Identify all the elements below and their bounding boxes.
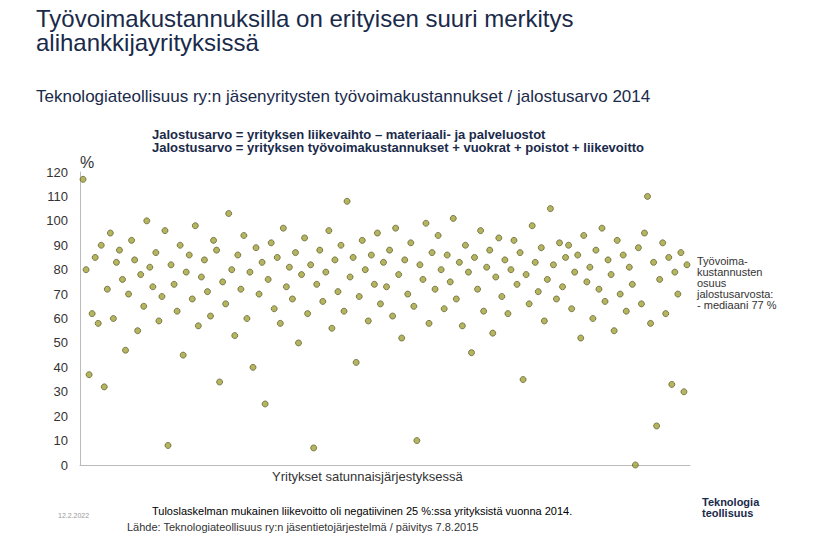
svg-text:Yritykset satunnaisjärjestykse: Yritykset satunnaisjärjestyksessä [272, 469, 464, 484]
svg-text:40: 40 [54, 360, 68, 375]
svg-text:70: 70 [54, 287, 68, 302]
svg-text:Teknologiateollisuus ry:n jäse: Teknologiateollisuus ry:n jäsenyritysten… [36, 87, 650, 106]
svg-text:teollisuus: teollisuus [702, 507, 753, 519]
svg-text:%: % [80, 154, 94, 171]
svg-text:20: 20 [54, 409, 68, 424]
svg-text:110: 110 [47, 189, 68, 204]
svg-text:alihankkijayrityksissä: alihankkijayrityksissä [36, 29, 259, 56]
svg-text:osuus: osuus [697, 276, 727, 289]
svg-text:Teknologia: Teknologia [702, 495, 760, 508]
svg-text:Työvoimakustannuksilla on erit: Työvoimakustannuksilla on erityisen suur… [36, 5, 574, 32]
svg-text:12.2.2022: 12.2.2022 [58, 512, 89, 519]
svg-text:Lähde: Teknologiateollisuus ry: Lähde: Teknologiateollisuus ry:n jäsenti… [127, 521, 478, 533]
svg-text:30: 30 [54, 384, 68, 399]
svg-text:Jalostusarvo = yrityksen työvo: Jalostusarvo = yrityksen työvoimakustann… [152, 140, 644, 155]
svg-text:0: 0 [61, 458, 68, 473]
svg-text:kustannusten: kustannusten [697, 265, 763, 278]
svg-text:Työvoima-: Työvoima- [697, 254, 748, 267]
svg-text:jalostusarvosta:: jalostusarvosta: [697, 287, 774, 300]
svg-text:Tuloslaskelman mukainen liikev: Tuloslaskelman mukainen liikevoitto oli … [152, 505, 572, 517]
svg-text:- mediaani 77 %: - mediaani 77 % [697, 299, 777, 311]
svg-text:90: 90 [54, 238, 68, 253]
svg-text:60: 60 [54, 311, 68, 326]
svg-text:50: 50 [54, 335, 68, 350]
svg-text:100: 100 [46, 213, 68, 228]
svg-text:80: 80 [54, 262, 68, 277]
svg-text:Jalostusarvo = yrityksen liike: Jalostusarvo = yrityksen liikevaihto – m… [152, 127, 546, 142]
svg-text:10: 10 [54, 433, 68, 448]
svg-text:120: 120 [46, 165, 68, 180]
